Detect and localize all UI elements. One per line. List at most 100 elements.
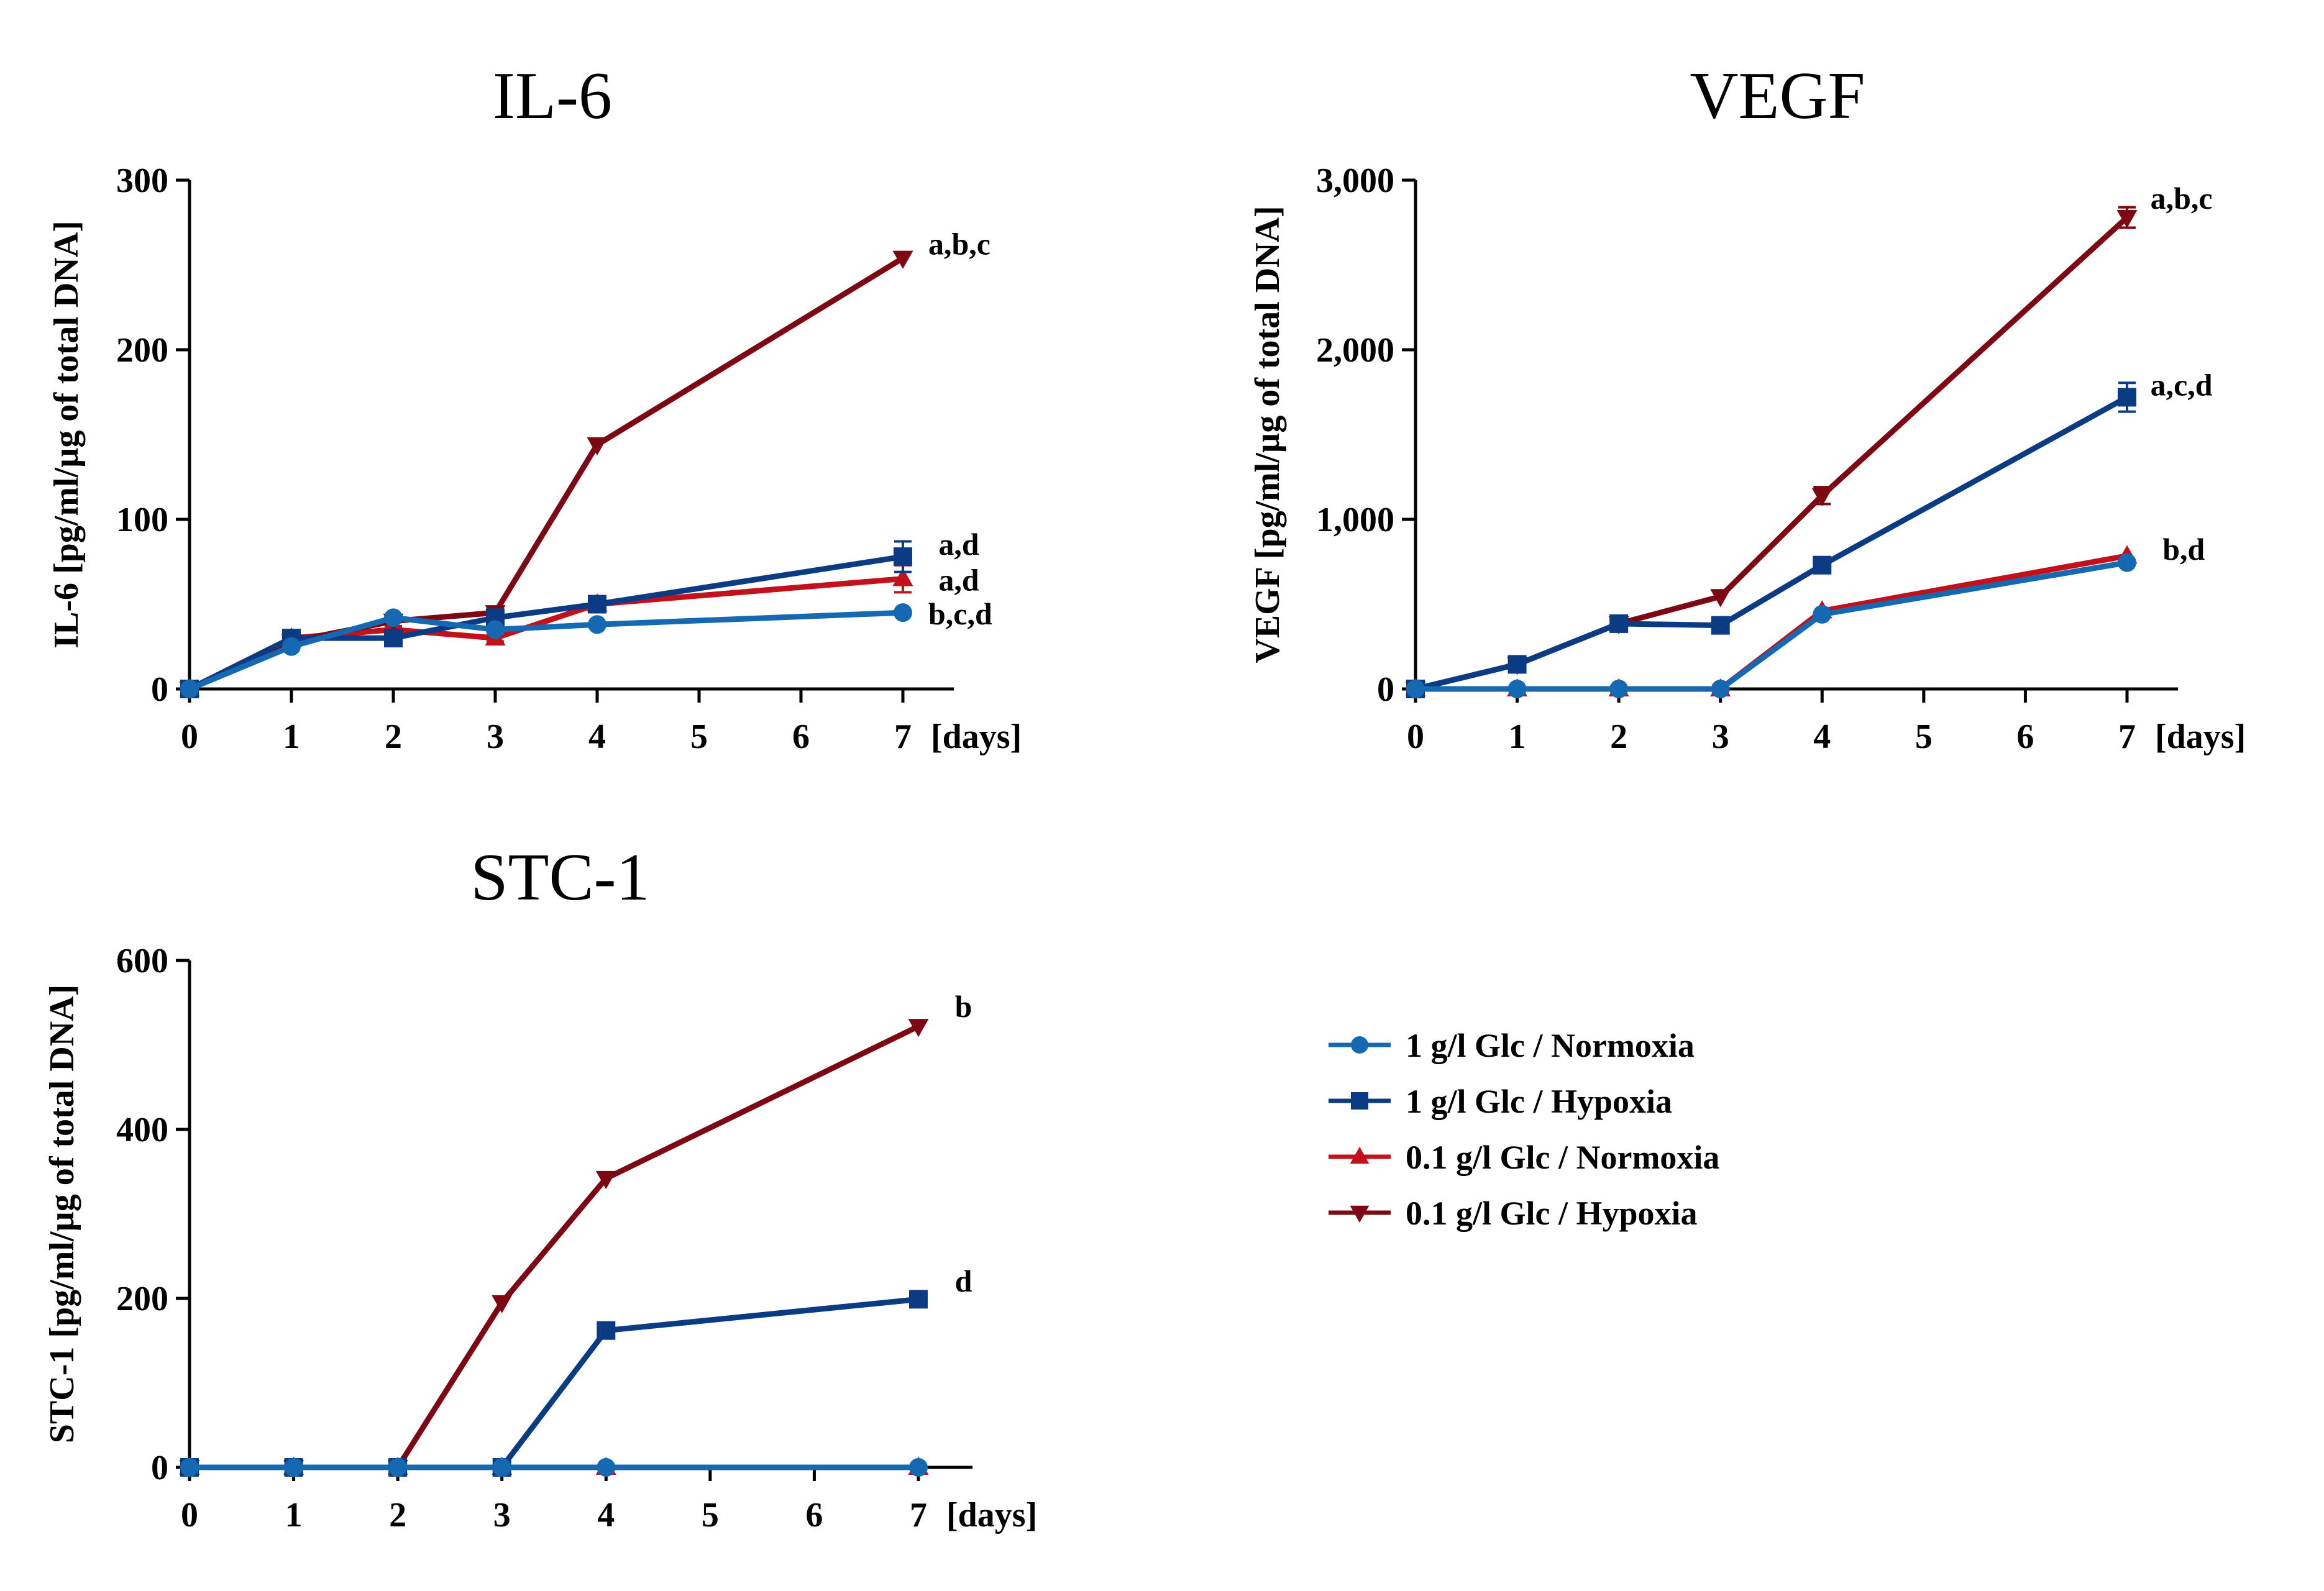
x-tick-label: 7 bbox=[2118, 718, 2136, 756]
series-line bbox=[1412, 560, 2130, 692]
data-point bbox=[1711, 680, 1730, 698]
data-point bbox=[384, 608, 403, 627]
legend-label: 1 g/l Glc / Hypoxia bbox=[1406, 1083, 1672, 1120]
y-tick-label: 0 bbox=[151, 670, 168, 709]
y-tick-label: 3,000 bbox=[1316, 162, 1394, 200]
data-point bbox=[597, 1321, 616, 1340]
series-line bbox=[186, 554, 906, 692]
y-tick-label: 300 bbox=[116, 162, 168, 200]
data-point bbox=[1710, 589, 1731, 608]
data-point bbox=[2116, 210, 2138, 229]
significance-label: d bbox=[955, 1264, 972, 1298]
x-tick-label: 4 bbox=[597, 1496, 615, 1534]
data-point bbox=[597, 1458, 616, 1477]
series-h1 bbox=[1406, 381, 2136, 698]
data-point bbox=[908, 1019, 929, 1037]
x-axis-label: [days] bbox=[931, 718, 1022, 756]
data-point bbox=[180, 1458, 199, 1477]
data-point bbox=[909, 1458, 928, 1477]
chart-title: STC-1 bbox=[470, 841, 649, 914]
y-tick-label: 0 bbox=[1377, 670, 1394, 709]
x-tick-label: 2 bbox=[389, 1496, 406, 1534]
x-tick-label: 3 bbox=[487, 718, 504, 756]
legend-label: 0.1 g/l Glc / Hypoxia bbox=[1406, 1195, 1698, 1232]
data-point bbox=[1609, 680, 1629, 698]
significance-label: a,b,c bbox=[2151, 181, 2213, 216]
chart-vegf: VEGF 0 1,000 2,000 3,000 0 1 2 3 4 5 6 7 [days] VEGF [… bbox=[1248, 59, 2246, 756]
significance-label: b bbox=[955, 989, 972, 1024]
data-point bbox=[492, 1458, 511, 1477]
data-point bbox=[486, 620, 505, 639]
legend-item-n1: 1 g/l Glc / Normoxia bbox=[1329, 1027, 1695, 1064]
x-tick-label: 5 bbox=[702, 1496, 719, 1534]
significance-label: b,c,d bbox=[928, 596, 992, 631]
series-n1 bbox=[180, 603, 912, 698]
x-tick-label: 0 bbox=[181, 1496, 198, 1534]
x-tick-label: 6 bbox=[2016, 718, 2034, 756]
significance-label: b,d bbox=[2162, 532, 2205, 567]
data-point bbox=[492, 1295, 513, 1314]
series-line bbox=[1412, 394, 2130, 692]
significance-label: a,c,d bbox=[2151, 367, 2213, 402]
data-point bbox=[587, 437, 608, 456]
data-point bbox=[595, 1170, 616, 1190]
x-tick-label: 1 bbox=[285, 1496, 303, 1534]
x-tick-label: 4 bbox=[1813, 718, 1831, 756]
x-tick-label: 2 bbox=[1610, 718, 1627, 756]
x-axis-label: [days] bbox=[2155, 718, 2246, 756]
legend-item-n01: 0.1 g/l Glc / Normoxia bbox=[1329, 1139, 1719, 1176]
data-point bbox=[384, 629, 403, 648]
data-point bbox=[284, 1458, 303, 1477]
x-tick-label: 0 bbox=[181, 718, 198, 756]
chart-title: VEGF bbox=[1690, 59, 1865, 133]
data-point bbox=[588, 595, 606, 614]
data-point bbox=[892, 568, 913, 586]
x-tick-label: 4 bbox=[588, 718, 606, 756]
legend-label: 0.1 g/l Glc / Normoxia bbox=[1406, 1139, 1719, 1176]
legend-item-h1: 1 g/l Glc / Hypoxia bbox=[1329, 1083, 1672, 1120]
data-point bbox=[1507, 680, 1527, 698]
x-tick-label: 3 bbox=[1712, 718, 1729, 756]
significance-label: a,d bbox=[938, 562, 979, 597]
data-point bbox=[1609, 614, 1629, 633]
chart-il6: IL-6 0 100 200 300 0 1 2 3 4 5 6 7 [days] IL-6 [pg/ml/… bbox=[47, 59, 1022, 756]
y-tick-label: 400 bbox=[116, 1111, 168, 1149]
series-n1 bbox=[1406, 553, 2136, 698]
x-tick-label: 2 bbox=[385, 718, 402, 756]
data-point bbox=[2118, 388, 2136, 407]
y-axis-label: IL-6 [pg/ml/µg of total DNA] bbox=[47, 221, 86, 649]
y-tick-label: 200 bbox=[116, 331, 168, 370]
data-point bbox=[1811, 488, 1832, 507]
data-point bbox=[388, 1458, 408, 1477]
data-point bbox=[180, 680, 199, 698]
y-axis-label: STC-1 [pg/ml/µg of total DNA] bbox=[43, 985, 81, 1443]
y-tick-label: 100 bbox=[116, 501, 168, 539]
data-point bbox=[894, 603, 912, 622]
data-point bbox=[1813, 555, 1832, 575]
data-point bbox=[1406, 680, 1425, 698]
legend: 1 g/l Glc / Normoxia 1 g/l Glc / Hypoxia 0… bbox=[1329, 1027, 1719, 1232]
x-tick-label: 7 bbox=[910, 1496, 927, 1534]
data-point bbox=[282, 637, 301, 656]
data-point bbox=[588, 615, 606, 634]
data-point bbox=[1711, 616, 1730, 635]
legend-item-h01: 0.1 g/l Glc / Hypoxia bbox=[1329, 1195, 1698, 1232]
data-point bbox=[1507, 655, 1527, 674]
chart-title: IL-6 bbox=[493, 59, 612, 133]
data-point bbox=[1813, 604, 1832, 624]
y-tick-label: 1,000 bbox=[1316, 501, 1394, 539]
series-line bbox=[186, 609, 906, 692]
x-tick-label: 6 bbox=[792, 718, 810, 756]
data-point bbox=[892, 250, 913, 269]
legend-label: 1 g/l Glc / Normoxia bbox=[1406, 1027, 1695, 1064]
legend-marker bbox=[1351, 1092, 1368, 1110]
significance-label: a,b,c bbox=[928, 227, 990, 262]
x-tick-label: 5 bbox=[690, 718, 708, 756]
x-axis-label: [days] bbox=[946, 1496, 1037, 1534]
x-tick-label: 1 bbox=[283, 718, 300, 756]
data-point bbox=[2118, 553, 2136, 572]
legend-marker bbox=[1350, 1146, 1370, 1164]
y-tick-label: 0 bbox=[151, 1449, 168, 1487]
y-tick-label: 200 bbox=[116, 1280, 168, 1318]
x-tick-label: 3 bbox=[493, 1496, 511, 1534]
